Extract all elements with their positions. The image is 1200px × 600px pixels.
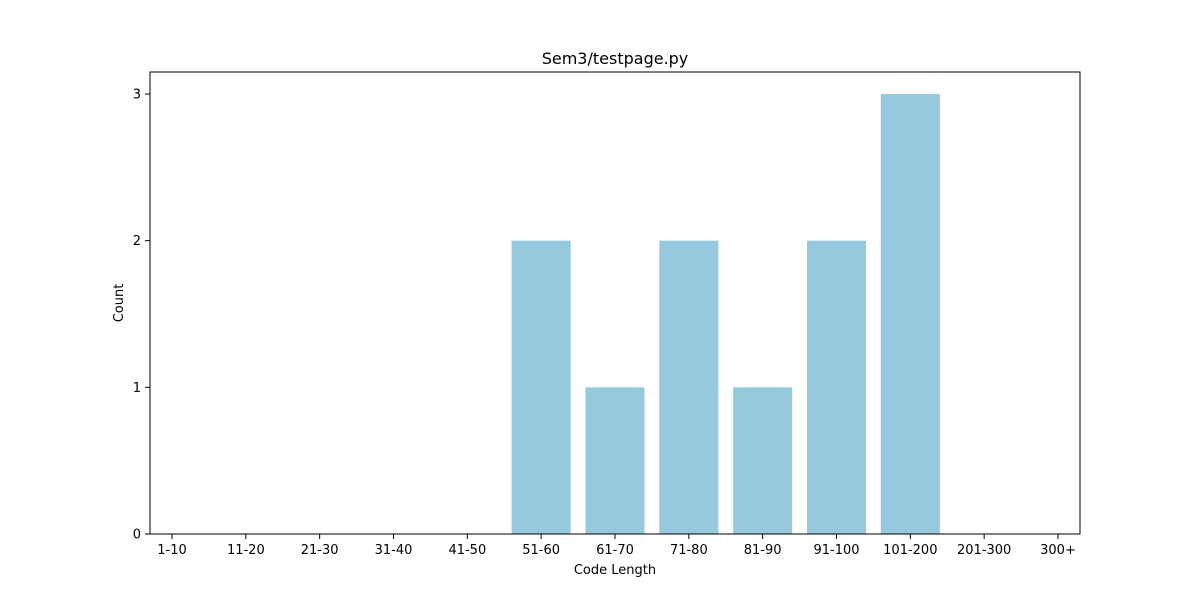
x-tick-label: 61-70	[596, 543, 634, 558]
x-tick-label: 41-50	[448, 543, 486, 558]
y-tick-label: 2	[133, 234, 141, 249]
y-tick-label: 1	[133, 381, 141, 396]
bars-group	[511, 94, 940, 535]
bar-101-200	[880, 94, 940, 534]
y-tick-label: 3	[133, 88, 141, 103]
plot-frame	[149, 71, 1081, 535]
x-tick-label: 11-20	[227, 543, 265, 558]
x-tick-label: 71-80	[670, 543, 708, 558]
bar-61-70	[585, 387, 645, 534]
bar-91-100	[806, 240, 867, 535]
y-tick-label: 0	[133, 528, 141, 543]
x-tick-label: 81-90	[744, 543, 782, 558]
x-tick-label: 91-100	[813, 543, 859, 558]
bar-71-80	[659, 240, 719, 535]
x-tick-label: 300+	[1040, 543, 1076, 558]
bar-81-90	[733, 387, 793, 534]
x-tick-label: 21-30	[301, 543, 339, 558]
x-tick-label: 101-200	[883, 543, 937, 558]
x-tick-label: 1-10	[157, 543, 187, 558]
bar-51-60	[511, 240, 571, 535]
y-axis: 0 1 2 3	[133, 88, 150, 543]
x-axis: 1-10 11-20 21-30 31-40 41-50 51-60 61-70 71-80 8…	[157, 534, 1076, 558]
x-tick-label: 31-40	[375, 543, 413, 558]
y-axis-label: Count	[112, 284, 127, 323]
x-tick-label: 201-300	[957, 543, 1011, 558]
chart-title: Sem3/testpage.py	[542, 49, 689, 68]
x-tick-label: 51-60	[522, 543, 560, 558]
x-axis-label: Code Length	[574, 563, 656, 578]
